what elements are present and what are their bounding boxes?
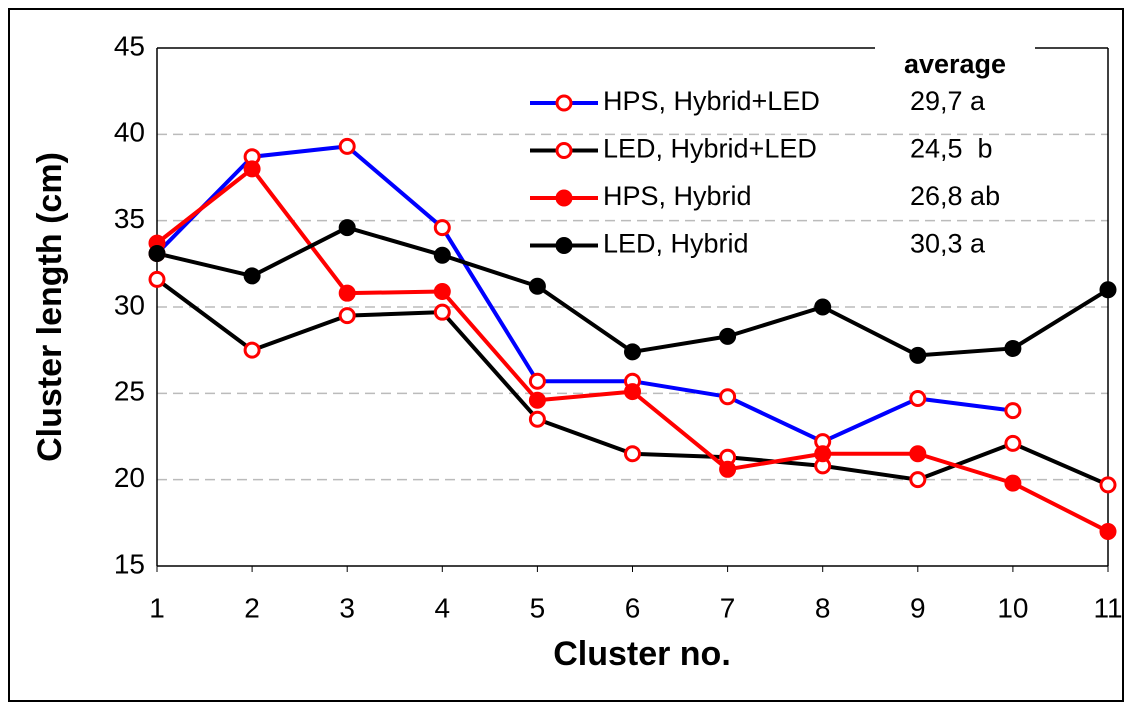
data-point <box>1099 281 1117 299</box>
y-tick-label: 25 <box>114 376 145 407</box>
data-point <box>528 277 546 295</box>
data-point <box>433 246 451 264</box>
data-point <box>528 391 546 409</box>
series-line <box>155 144 1014 444</box>
y-tick-label: 15 <box>114 548 145 579</box>
legend-marker <box>555 142 573 159</box>
y-tick-label: 40 <box>114 117 145 148</box>
data-point <box>338 307 356 325</box>
data-point <box>814 298 832 316</box>
data-point <box>338 137 356 155</box>
data-point <box>909 390 927 408</box>
average-header: average <box>904 49 1006 79</box>
x-tick-label: 2 <box>244 592 260 623</box>
data-point <box>909 445 927 463</box>
data-point <box>338 219 356 237</box>
data-point <box>528 410 546 428</box>
x-tick-label: 1 <box>149 592 165 623</box>
average-label: 30,3 a <box>910 229 986 259</box>
x-axis-title: Cluster no. <box>553 635 731 673</box>
data-point <box>338 284 356 302</box>
data-point <box>1004 434 1022 452</box>
legend-marker <box>555 237 573 254</box>
data-point <box>243 341 261 359</box>
data-point <box>433 219 451 237</box>
data-point <box>243 267 261 285</box>
x-tick-label: 9 <box>910 592 926 623</box>
x-tick-label: 11 <box>1093 592 1122 623</box>
data-point <box>814 445 832 463</box>
legend-label: HPS, Hybrid+LED <box>603 86 820 116</box>
data-point <box>909 346 927 364</box>
y-tick-label: 30 <box>114 289 145 320</box>
x-tick-label: 10 <box>997 592 1028 623</box>
data-point <box>1004 474 1022 492</box>
legend-label: LED, Hybrid+LED <box>603 134 817 164</box>
data-point <box>624 343 641 361</box>
y-tick-label: 35 <box>114 203 145 234</box>
x-tick-label: 6 <box>625 592 641 623</box>
x-tick-label: 4 <box>435 592 451 623</box>
data-point <box>1004 339 1022 357</box>
legend-marker <box>555 94 573 112</box>
data-point <box>1004 402 1022 420</box>
data-point <box>719 460 737 478</box>
data-point <box>1099 476 1117 494</box>
data-point <box>624 445 641 463</box>
y-axis-title: Cluster length (cm) <box>31 152 69 462</box>
average-label: 29,7 a <box>910 86 986 116</box>
x-tick-label: 5 <box>530 592 546 623</box>
data-point <box>719 388 737 406</box>
data-point <box>243 160 261 178</box>
data-point <box>433 303 451 321</box>
y-tick-label: 45 <box>114 30 145 61</box>
data-point <box>1099 522 1117 540</box>
data-point <box>624 383 641 401</box>
data-point <box>719 327 737 345</box>
data-point <box>528 372 546 390</box>
x-tick-label: 7 <box>720 592 736 623</box>
data-point <box>148 244 166 262</box>
x-tick-label: 8 <box>815 592 831 623</box>
y-tick-label: 20 <box>114 462 145 493</box>
x-tick-label: 3 <box>339 592 355 623</box>
legend-label: HPS, Hybrid <box>603 181 752 211</box>
legend-marker <box>555 189 573 207</box>
data-point <box>148 270 166 288</box>
data-point <box>433 282 451 300</box>
average-label: 24,5 b <box>910 134 993 164</box>
legend-label: LED, Hybrid <box>603 229 749 259</box>
data-point <box>909 471 927 489</box>
average-label: 26,8 ab <box>910 181 1000 211</box>
